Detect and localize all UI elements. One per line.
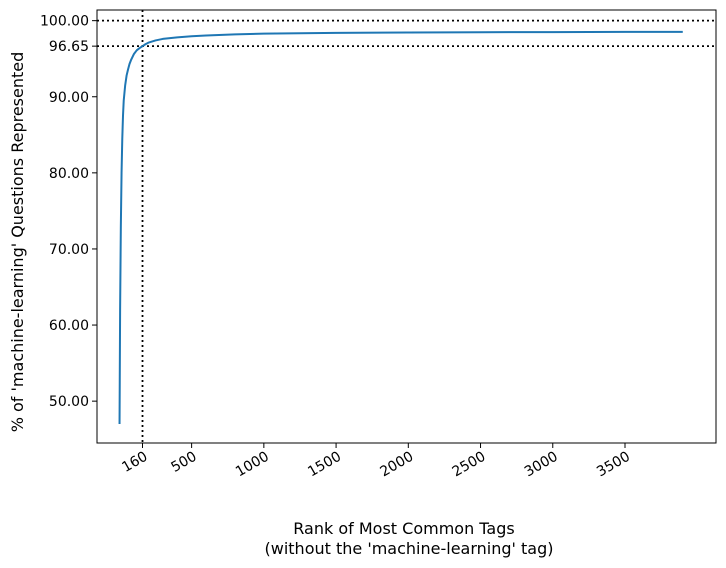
y-tick-label: 90.00 (49, 90, 89, 106)
x-axis: 160 500 1000 1500 2000 2500 3000 3500 (119, 443, 633, 480)
y-tick-label: 80.00 (49, 166, 89, 182)
x-tick-label: 1000 (233, 449, 272, 481)
y-tick-label: 100.00 (40, 14, 89, 30)
x-axis-label-line1: Rank of Most Common Tags (293, 519, 514, 538)
plot-area (97, 10, 716, 443)
y-tick-label: 70.00 (49, 242, 89, 258)
x-tick-label: 2500 (450, 449, 489, 481)
series-line (118, 30, 683, 424)
y-axis-label: % of 'machine-learning' Questions Repres… (8, 52, 27, 433)
y-axis: 50.00 60.00 70.00 80.00 90.00 96.65 100.00 (40, 14, 97, 410)
x-tick-label: 3500 (594, 449, 633, 481)
reference-lines (97, 10, 716, 443)
x-tick-label: 1500 (305, 449, 344, 481)
y-tick-label: 96.65 (49, 39, 89, 55)
x-tick-label: 3000 (522, 449, 561, 481)
x-tick-label: 500 (168, 449, 199, 476)
y-tick-label: 60.00 (49, 318, 89, 334)
x-tick-label: 2000 (377, 449, 416, 481)
y-tick-label: 50.00 (49, 394, 89, 410)
plot-frame (96, 9, 717, 444)
x-tick-label: 160 (119, 449, 150, 476)
x-axis-label-line2: (without the 'machine-learning' tag) (265, 539, 554, 558)
